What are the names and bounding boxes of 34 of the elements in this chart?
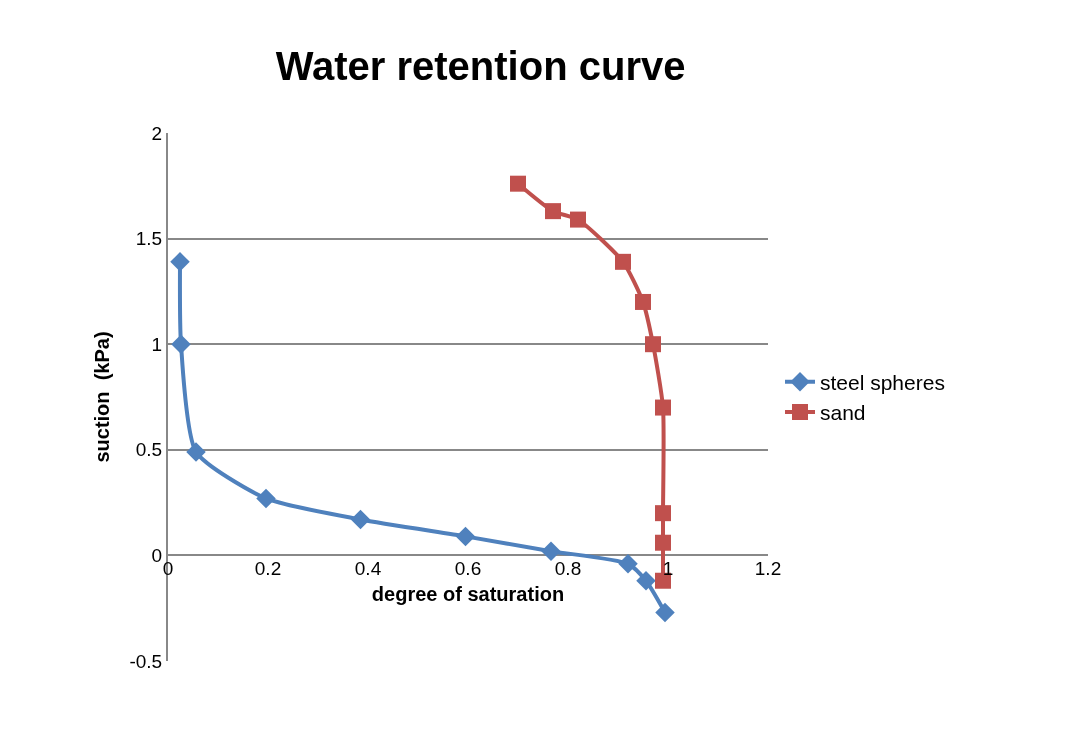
point	[171, 334, 191, 354]
point	[545, 203, 561, 220]
y-tick-label: 1	[151, 333, 163, 355]
point	[186, 442, 206, 462]
y-tick-label: 1.5	[135, 228, 163, 250]
x-tick-label: 1.2	[754, 558, 782, 580]
point	[510, 175, 526, 192]
y-tick-label: 0.5	[135, 439, 163, 461]
chart-title: Water retention curve	[275, 44, 686, 89]
point	[655, 399, 671, 416]
y-tick-label: -0.5	[129, 650, 163, 672]
legend-label: sand	[820, 401, 866, 425]
legend-label: steel spheres	[820, 370, 945, 394]
point	[170, 252, 190, 272]
point	[541, 541, 561, 561]
x-tick-label: 0.2	[254, 558, 282, 580]
x-tick-label: 0.6	[454, 558, 482, 580]
point	[655, 505, 671, 522]
point	[655, 534, 671, 551]
y-axis-title: suction (kPa)	[91, 331, 114, 463]
point	[570, 211, 586, 228]
y-tick-label: 2	[151, 122, 163, 144]
point	[350, 509, 371, 530]
x-tick-label: 0.4	[354, 558, 382, 580]
x-tick-label: 0.8	[554, 558, 582, 580]
x-axis-title: degree of saturation	[371, 582, 565, 605]
point	[256, 488, 276, 509]
point	[645, 336, 661, 353]
point	[618, 554, 638, 574]
point	[635, 293, 651, 310]
point	[636, 570, 656, 591]
point	[615, 253, 631, 270]
point	[455, 526, 476, 547]
point	[655, 602, 675, 623]
